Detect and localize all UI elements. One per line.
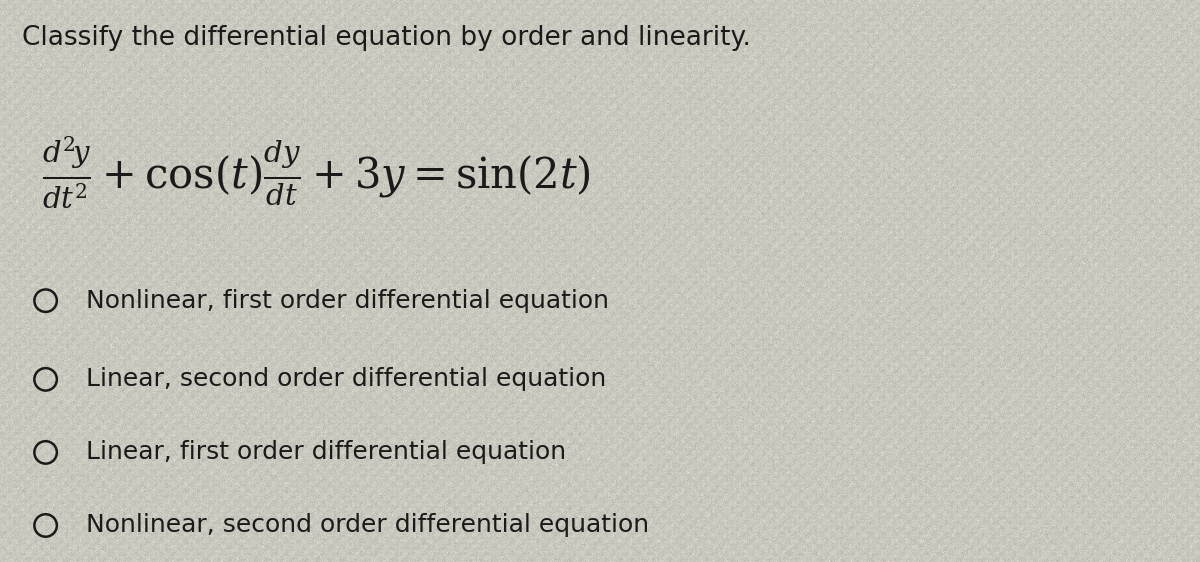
Text: Linear, first order differential equation: Linear, first order differential equatio…: [86, 441, 566, 464]
Text: $\frac{d^2\!y}{dt^2} + \cos\!\left(t\right)\frac{dy}{dt} + 3y = \sin\!\left(2t\r: $\frac{d^2\!y}{dt^2} + \cos\!\left(t\rig…: [42, 135, 590, 211]
Text: Classify the differential equation by order and linearity.: Classify the differential equation by or…: [22, 25, 750, 51]
Text: Linear, second order differential equation: Linear, second order differential equati…: [86, 368, 607, 391]
Text: Nonlinear, second order differential equation: Nonlinear, second order differential equ…: [86, 514, 649, 537]
Text: Nonlinear, first order differential equation: Nonlinear, first order differential equa…: [86, 289, 610, 312]
